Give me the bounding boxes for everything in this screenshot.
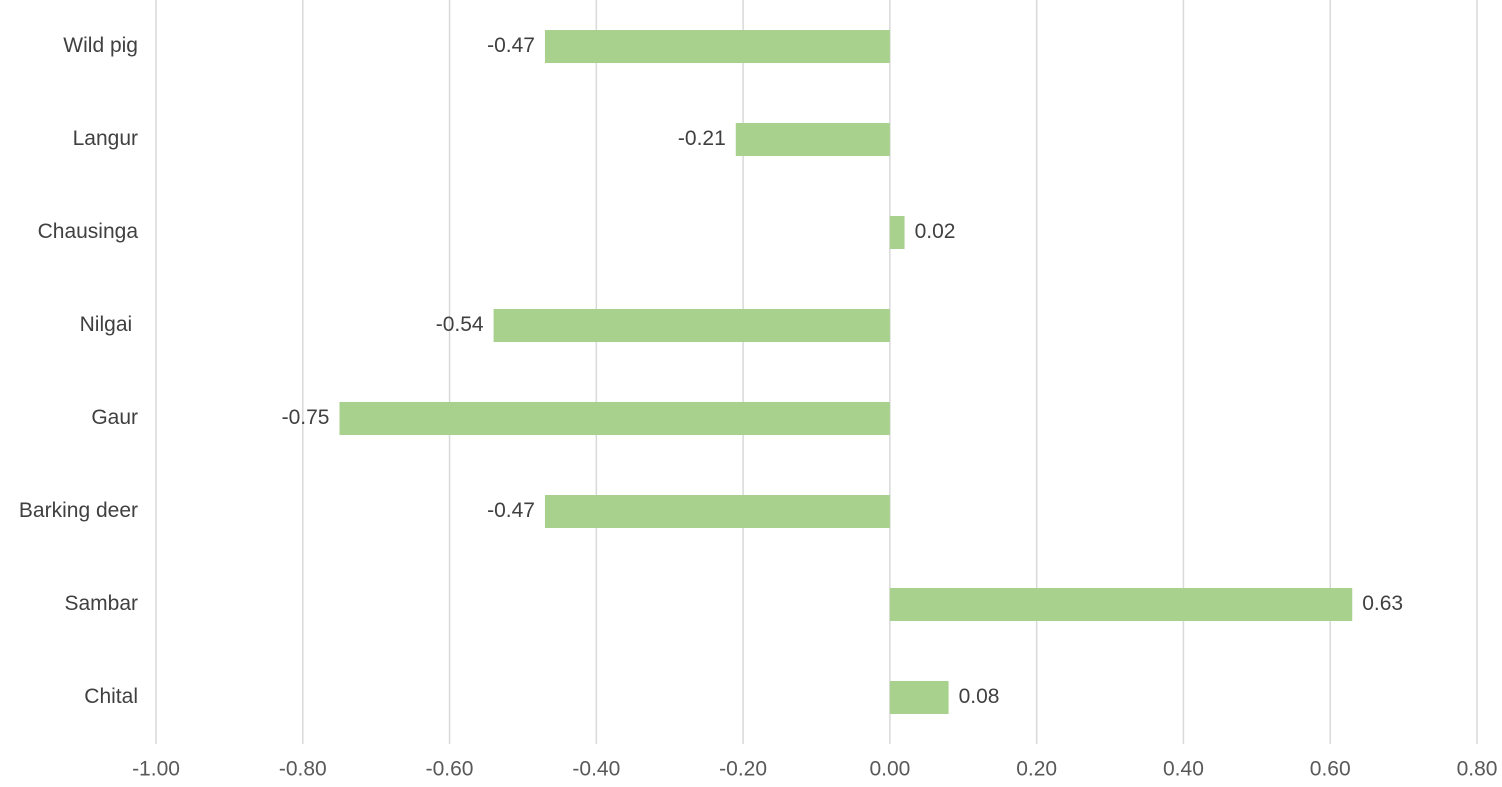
bar (735, 123, 890, 156)
x-tick-label: 0.40 (1163, 758, 1204, 781)
value-labels: -0.47 -0.21 0.02 -0.54 -0.75 -0.47 0.63 0.08 (282, 34, 1404, 708)
category-label: Sambar (64, 592, 138, 615)
x-tick-label: -0.20 (719, 758, 767, 781)
category-label: Nilgai (80, 313, 138, 336)
data-label: 0.08 (959, 685, 1000, 708)
data-label: -0.75 (282, 406, 330, 429)
data-label: -0.47 (487, 499, 535, 522)
category-labels: Wild pig Langur Chausinga Nilgai Gaur Barkin… (19, 34, 138, 708)
bar (493, 309, 890, 342)
category-label: Wild pig (63, 34, 138, 57)
x-tick-label: 0.80 (1457, 758, 1498, 781)
x-tick-label: 0.60 (1310, 758, 1351, 781)
bar (544, 495, 890, 528)
x-tick-label: -0.60 (426, 758, 474, 781)
grid-lines (155, 0, 1478, 744)
category-label: Langur (73, 127, 138, 150)
x-tick-label: 0.00 (869, 758, 910, 781)
x-tick-label: 0.20 (1016, 758, 1057, 781)
category-label: Chausinga (38, 220, 139, 243)
x-tick-label: -1.00 (132, 758, 180, 781)
x-tick-label: -0.40 (572, 758, 620, 781)
bar (544, 30, 890, 63)
data-label: -0.21 (678, 127, 726, 150)
bar (889, 216, 905, 249)
data-label: 0.63 (1362, 592, 1403, 615)
x-axis-tick-labels: -1.00 -0.80 -0.60 -0.40 -0.20 0.00 0.20 0.40 0.6… (132, 758, 1497, 781)
category-label: Chital (84, 685, 138, 708)
category-label: Barking deer (19, 499, 138, 522)
bar (889, 681, 949, 714)
category-label: Gaur (91, 406, 138, 429)
data-label: -0.54 (436, 313, 484, 336)
bars (339, 30, 1353, 714)
bar (889, 588, 1353, 621)
bar (339, 402, 890, 435)
data-label: 0.02 (915, 220, 956, 243)
data-label: -0.47 (487, 34, 535, 57)
x-tick-label: -0.80 (279, 758, 327, 781)
